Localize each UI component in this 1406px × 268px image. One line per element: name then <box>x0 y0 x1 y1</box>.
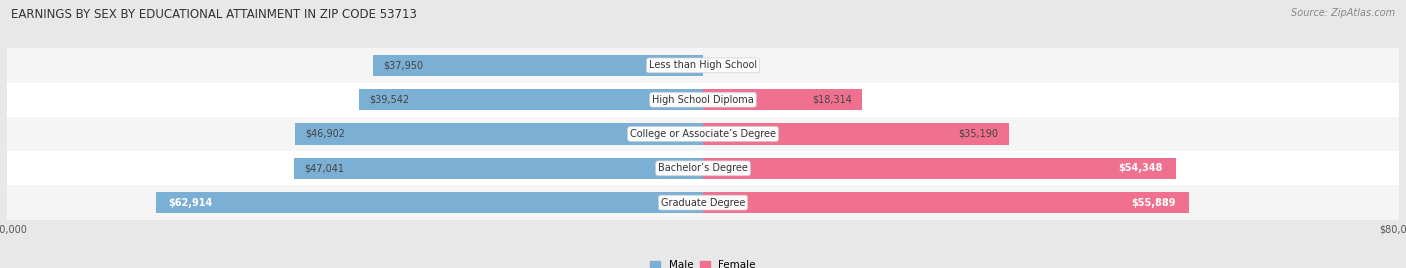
Bar <box>7 185 1399 220</box>
Text: Less than High School: Less than High School <box>650 60 756 70</box>
Text: $0: $0 <box>716 60 728 70</box>
Text: College or Associate’s Degree: College or Associate’s Degree <box>630 129 776 139</box>
Text: $18,314: $18,314 <box>813 95 852 105</box>
Bar <box>7 117 1399 151</box>
Bar <box>7 151 1399 185</box>
Text: Bachelor’s Degree: Bachelor’s Degree <box>658 163 748 173</box>
Text: $54,348: $54,348 <box>1118 163 1163 173</box>
Bar <box>703 89 862 110</box>
Text: Graduate Degree: Graduate Degree <box>661 198 745 208</box>
Bar <box>7 48 1399 83</box>
Bar <box>703 123 1010 145</box>
Bar <box>156 192 703 213</box>
Text: Source: ZipAtlas.com: Source: ZipAtlas.com <box>1291 8 1395 18</box>
Bar <box>7 83 1399 117</box>
Legend: Male, Female: Male, Female <box>645 256 761 268</box>
Text: $46,902: $46,902 <box>305 129 346 139</box>
Text: $55,889: $55,889 <box>1132 198 1177 208</box>
Bar <box>703 192 1189 213</box>
Text: $39,542: $39,542 <box>370 95 409 105</box>
Text: EARNINGS BY SEX BY EDUCATIONAL ATTAINMENT IN ZIP CODE 53713: EARNINGS BY SEX BY EDUCATIONAL ATTAINMEN… <box>11 8 418 21</box>
Bar <box>294 158 703 179</box>
Text: $47,041: $47,041 <box>304 163 344 173</box>
Text: $35,190: $35,190 <box>959 129 998 139</box>
Bar <box>295 123 703 145</box>
Text: High School Diploma: High School Diploma <box>652 95 754 105</box>
Bar <box>703 158 1175 179</box>
Text: $37,950: $37,950 <box>384 60 423 70</box>
Bar <box>359 89 703 110</box>
Text: $62,914: $62,914 <box>169 198 212 208</box>
Bar <box>373 55 703 76</box>
